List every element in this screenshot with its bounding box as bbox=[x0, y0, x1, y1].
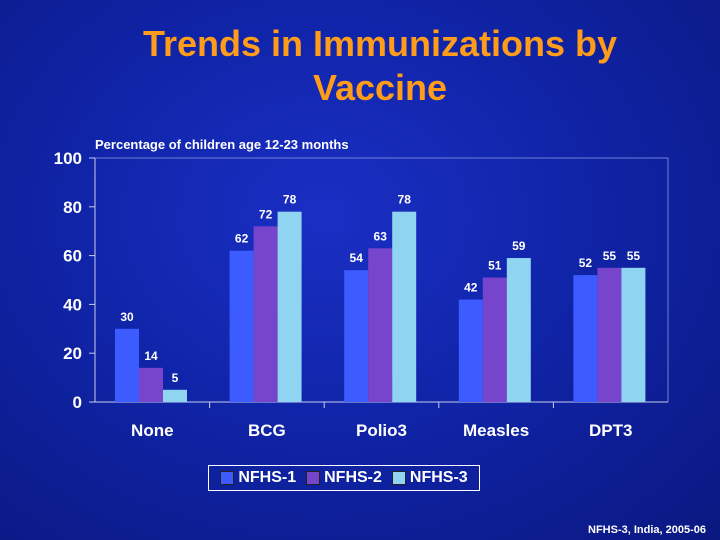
source-note: NFHS-3, India, 2005-06 bbox=[588, 524, 706, 536]
data-label: 59 bbox=[512, 239, 526, 253]
x-category-label: DPT3 bbox=[589, 421, 632, 440]
legend-label-nfhs3: NFHS-3 bbox=[409, 469, 468, 486]
data-label: 78 bbox=[398, 193, 412, 207]
legend-label-nfhs2: NFHS-2 bbox=[324, 469, 382, 486]
slide-title-line1: Trends in Immunizations by bbox=[142, 23, 618, 64]
bar bbox=[344, 270, 369, 402]
legend-swatch-nfhs1 bbox=[220, 471, 235, 485]
data-label: 30 bbox=[120, 310, 134, 324]
data-label: 72 bbox=[259, 207, 273, 221]
bar bbox=[368, 248, 393, 402]
data-label: 51 bbox=[488, 259, 502, 273]
legend-label-nfhs1: NFHS-1 bbox=[238, 469, 297, 486]
data-label: 5 bbox=[172, 371, 179, 385]
data-label: 55 bbox=[603, 249, 617, 263]
x-category-label: Polio3 bbox=[356, 421, 407, 440]
slide-title-line2: Vaccine bbox=[312, 67, 448, 108]
y-tick-label: 60 bbox=[63, 247, 82, 266]
legend-item-nfhs2: NFHS-2 bbox=[306, 469, 382, 487]
bar bbox=[139, 367, 163, 402]
y-tick-label: 100 bbox=[54, 149, 82, 168]
bar bbox=[163, 389, 187, 402]
bar bbox=[597, 267, 622, 402]
bar bbox=[458, 299, 483, 402]
bar bbox=[229, 250, 254, 402]
slide-title: Trends in Immunizations by Vaccine bbox=[60, 22, 700, 110]
x-category-label: None bbox=[131, 421, 174, 440]
data-label: 55 bbox=[627, 249, 641, 263]
legend-item-nfhs3: NFHS-3 bbox=[391, 469, 468, 487]
y-tick-label: 0 bbox=[73, 393, 82, 412]
bar bbox=[506, 258, 531, 402]
legend-item-nfhs1: NFHS-1 bbox=[220, 469, 296, 487]
bar bbox=[482, 277, 507, 402]
data-label: 54 bbox=[350, 251, 364, 265]
bar bbox=[277, 211, 302, 402]
legend-swatch-nfhs3 bbox=[391, 471, 406, 485]
bar bbox=[115, 328, 139, 402]
data-label: 42 bbox=[464, 281, 478, 295]
x-category-label: BCG bbox=[248, 421, 286, 440]
data-label: 78 bbox=[283, 193, 297, 207]
data-label: 63 bbox=[374, 229, 388, 243]
bar bbox=[392, 211, 417, 402]
y-tick-label: 40 bbox=[63, 295, 82, 314]
bar bbox=[253, 226, 278, 402]
data-label: 14 bbox=[144, 349, 158, 363]
bar bbox=[573, 275, 598, 402]
chart-subtitle: Percentage of children age 12-23 months bbox=[95, 137, 349, 152]
data-label: 62 bbox=[235, 232, 249, 246]
bar bbox=[621, 267, 646, 402]
x-category-label: Measles bbox=[463, 421, 529, 440]
y-tick-label: 80 bbox=[63, 198, 82, 217]
chart-legend: NFHS-1 NFHS-2 NFHS-3 bbox=[208, 465, 480, 491]
data-label: 52 bbox=[579, 256, 593, 270]
y-tick-label: 20 bbox=[63, 344, 82, 363]
legend-swatch-nfhs2 bbox=[306, 471, 321, 485]
